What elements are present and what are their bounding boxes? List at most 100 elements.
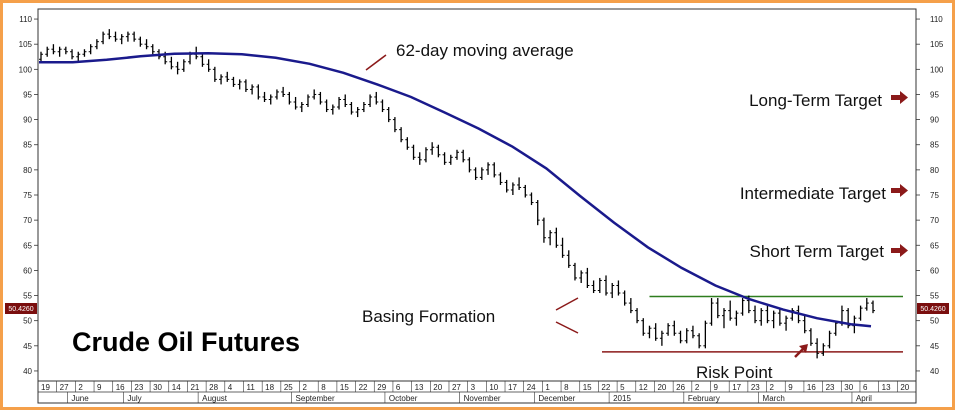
x-day-label: 10 [489, 383, 498, 392]
basing-pointer-upper [555, 297, 579, 311]
y-tick-label-right: 40 [930, 367, 939, 376]
price-tag-right: 50.4260 [920, 306, 945, 313]
x-day-label: 2 [78, 383, 83, 392]
x-day-label: 20 [657, 383, 666, 392]
x-day-label: 13 [882, 383, 891, 392]
short-target-arrow-icon [891, 244, 908, 257]
horizontal-levels [602, 295, 903, 353]
x-day-label: 29 [377, 383, 386, 392]
x-day-label: 27 [452, 383, 461, 392]
x-day-label: 28 [209, 383, 218, 392]
x-day-label: 23 [751, 383, 760, 392]
ma-pointer [365, 54, 387, 71]
basing-annotation: Basing Formation [362, 307, 495, 326]
x-day-label: 30 [153, 383, 162, 392]
x-day-label: 8 [564, 383, 569, 392]
y-tick-label-left: 55 [23, 292, 32, 301]
x-month-label: October [389, 394, 418, 403]
y-tick-label-left: 65 [23, 241, 32, 250]
x-month-label: February [688, 394, 720, 403]
x-month-label: March [763, 394, 785, 403]
x-day-label: 24 [527, 383, 536, 392]
short-target-annotation: Short Term Target [750, 242, 885, 261]
x-day-label: 6 [863, 383, 868, 392]
x-day-label: 11 [246, 383, 255, 392]
chart-title: Crude Oil Futures [72, 327, 300, 357]
x-day-label: 13 [415, 383, 424, 392]
x-day-label: 17 [508, 383, 517, 392]
price-tag-left: 50.4260 [8, 306, 33, 313]
y-tick-label-right: 100 [930, 65, 944, 74]
risk-annotation: Risk Point [696, 363, 773, 382]
x-day-label: 22 [601, 383, 610, 392]
y-tick-label-left: 70 [23, 216, 32, 225]
moving-average-line [39, 51, 872, 328]
x-month-label: November [464, 394, 501, 403]
price-tag-right-bg [917, 303, 949, 314]
y-tick-label-right: 50 [930, 317, 939, 326]
x-day-label: 12 [639, 383, 648, 392]
y-tick-label-left: 105 [19, 40, 33, 49]
x-day-label: 19 [41, 383, 50, 392]
y-tick-label-left: 80 [23, 166, 32, 175]
intermediate-target-arrow-icon [891, 184, 908, 197]
x-month-label: August [202, 394, 228, 403]
y-tick-label-left: 90 [23, 116, 32, 125]
y-tick-label-right: 65 [930, 241, 939, 250]
y-tick-label-right: 85 [930, 141, 939, 150]
x-day-label: 20 [433, 383, 442, 392]
risk-arrow-icon [794, 344, 808, 358]
price-bars [39, 29, 875, 359]
x-month-label: December [538, 394, 575, 403]
x-day-label: 4 [228, 383, 233, 392]
ma-annotation: 62-day moving average [396, 41, 574, 60]
y-tick-label-left: 50 [23, 317, 32, 326]
y-tick-label-left: 95 [23, 90, 32, 99]
y-tick-label-right: 80 [930, 166, 939, 175]
y-tick-label-right: 75 [930, 191, 939, 200]
y-tick-label-left: 75 [23, 191, 32, 200]
x-day-label: 6 [396, 383, 401, 392]
long-target-arrow-icon [891, 91, 908, 104]
x-day-label: 8 [321, 383, 326, 392]
x-day-label: 14 [172, 383, 181, 392]
y-tick-label-left: 40 [23, 367, 32, 376]
x-day-label: 23 [134, 383, 143, 392]
y-axis-right: 40 45 50 55 60 65 70 75 80 85 90 95 100 105 110 [916, 15, 944, 376]
y-tick-label-right: 95 [930, 90, 939, 99]
y-tick-label-right: 45 [930, 342, 939, 351]
x-month-label: 2015 [613, 394, 631, 403]
y-tick-label-left: 100 [19, 65, 33, 74]
y-tick-label-left: 110 [19, 15, 32, 24]
basing-pointer-lower [555, 321, 579, 334]
x-day-label: 22 [359, 383, 368, 392]
x-day-label: 9 [714, 383, 719, 392]
x-day-label: 2 [770, 383, 775, 392]
x-day-label: 16 [807, 383, 816, 392]
x-month-label: April [856, 394, 872, 403]
y-axis-left: 40 45 50 55 60 65 70 75 80 85 90 95 100 105 110 [19, 15, 38, 376]
y-tick-label-right: 105 [930, 40, 944, 49]
intermediate-target-annotation: Intermediate Target [740, 184, 886, 203]
y-tick-label-right: 70 [930, 216, 939, 225]
x-month-label: June [71, 394, 89, 403]
x-day-label: 23 [826, 383, 835, 392]
x-day-label: 2 [303, 383, 308, 392]
x-day-label: 15 [340, 383, 349, 392]
x-day-label: 5 [620, 383, 625, 392]
y-tick-label-right: 110 [930, 15, 943, 24]
x-day-label: 15 [583, 383, 592, 392]
x-day-label: 3 [471, 383, 476, 392]
y-tick-label-left: 85 [23, 141, 32, 150]
x-day-label: 30 [844, 383, 853, 392]
x-day-label: 26 [676, 383, 685, 392]
x-month-label: July [127, 394, 141, 403]
x-day-label: 2 [695, 383, 700, 392]
x-day-label: 18 [265, 383, 274, 392]
x-day-label: 9 [788, 383, 793, 392]
x-axis: 19 27 2 9 16 23 30 14 21 28 4 11 18 25 2 8 15 22 29 6 13 20 27… [37, 381, 910, 403]
y-tick-label-right: 55 [930, 292, 939, 301]
x-month-label: September [296, 394, 335, 403]
